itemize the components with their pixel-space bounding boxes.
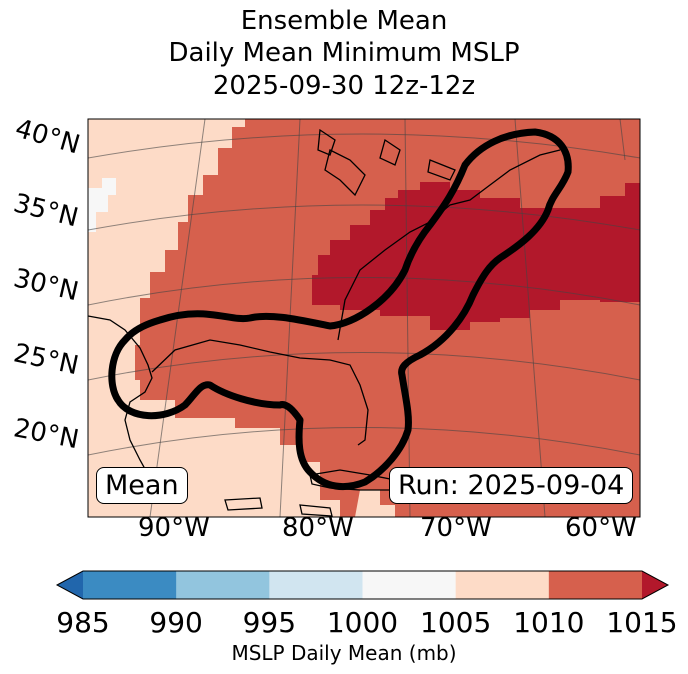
colorbar — [55, 570, 670, 600]
field-1005-1010-south — [355, 490, 395, 517]
colorbar-bin-1010-1015 — [548, 571, 643, 599]
colorbar-bin-1005-1010 — [455, 571, 550, 599]
ensemble-mean-contour — [108, 128, 572, 491]
colorbar-tick-1000: 1000 — [326, 606, 399, 639]
colorbar-border — [55, 570, 670, 600]
colorbar-tick-1010: 1010 — [513, 606, 585, 639]
colorbar-bin-1000-1005 — [362, 571, 457, 599]
colorbar-tick-1015: 1015 — [606, 606, 678, 639]
colorbar-under-triangle — [57, 571, 83, 599]
colorbar-bin-985-990 — [83, 571, 177, 599]
map-area — [88, 119, 640, 517]
title-line-3: 2025-09-30 12z-12z — [212, 71, 476, 101]
title-line-1: Ensemble Mean — [240, 6, 448, 36]
lon-label-80w: 80°W — [282, 513, 354, 543]
colorbar-tick-995: 995 — [242, 606, 297, 639]
title-line-2: Daily Mean Minimum MSLP — [168, 38, 520, 68]
field-1000-1005-patch — [88, 178, 116, 232]
colorbar-tick-990: 990 — [149, 606, 203, 639]
colorbar-bin-995-1000 — [269, 571, 363, 599]
mean-label-box: Mean — [96, 467, 188, 504]
map-border — [87, 118, 641, 518]
graticule — [88, 119, 640, 517]
colorbar-bin-990-995 — [176, 571, 270, 599]
lon-label-90w: 90°W — [138, 513, 210, 543]
lon-label-60w: 60°W — [565, 513, 637, 543]
colorbar-tick-985: 985 — [56, 606, 110, 639]
colorbar-label: MSLP Daily Mean (mb) — [231, 641, 457, 665]
colorbar-over-triangle — [642, 571, 668, 599]
colorbar-tick-1005: 1005 — [420, 606, 492, 639]
field-over-1015 — [312, 182, 640, 330]
lon-label-70w: 70°W — [420, 513, 492, 543]
run-label-box: Run: 2025-09-04 — [389, 467, 634, 504]
